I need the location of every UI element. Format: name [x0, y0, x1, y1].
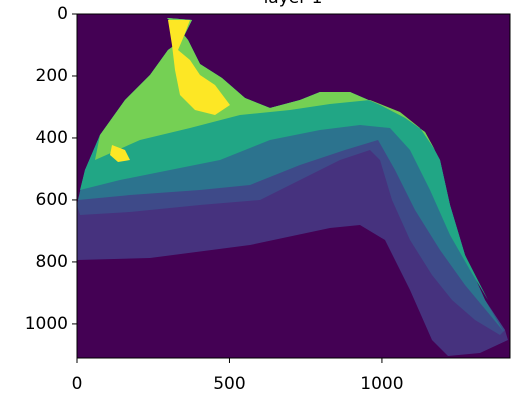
chart-title: layer 1 — [264, 0, 323, 8]
plot-frame — [76, 13, 511, 359]
y-tick-label: 1000 — [25, 314, 68, 334]
image — [77, 14, 510, 358]
y-tick-label: 0 — [57, 4, 68, 24]
y-tick-label: 600 — [36, 190, 68, 210]
y-tick-label: 800 — [36, 252, 68, 272]
image-region — [168, 20, 230, 115]
image-region — [110, 145, 130, 162]
y-tick-label: 400 — [36, 128, 68, 148]
x-tick-label: 0 — [72, 374, 83, 394]
x-tick-label: 500 — [213, 374, 245, 394]
x-tick-label: 1000 — [360, 374, 403, 394]
y-tick-label: 200 — [36, 66, 68, 86]
